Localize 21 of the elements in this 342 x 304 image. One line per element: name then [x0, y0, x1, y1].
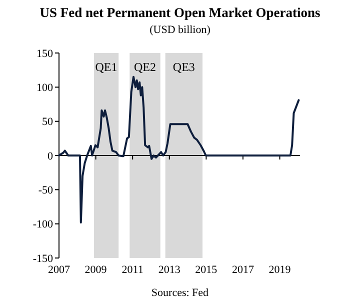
band-label: QE3 [172, 60, 195, 74]
x-tick-label: 2015 [195, 264, 218, 276]
x-tick-label: 2007 [48, 264, 70, 276]
chart-title: US Fed net Permanent Open Market Operations [40, 5, 320, 20]
y-tick-label: 150 [36, 48, 54, 60]
line-series [58, 76, 300, 224]
source-note: Sources: Fed [151, 287, 210, 299]
band-label: QE2 [134, 60, 156, 74]
y-tick-label: -150 [32, 252, 54, 265]
x-tick-label: 2019 [268, 264, 292, 276]
x-tick-label: 2013 [158, 264, 181, 276]
y-tick-label: 0 [48, 150, 54, 162]
y-tick-label: 100 [36, 82, 54, 94]
band-label: QE1 [95, 60, 118, 74]
y-tick-label: -100 [32, 218, 54, 231]
x-tick-label: 2017 [232, 264, 254, 276]
x-tick-label: 2011 [122, 264, 144, 276]
y-tick-label: -50 [38, 184, 54, 197]
chart-subtitle: (USD billion) [150, 24, 211, 36]
x-tick-label: 2009 [84, 264, 108, 276]
y-tick-label: 50 [42, 116, 54, 128]
